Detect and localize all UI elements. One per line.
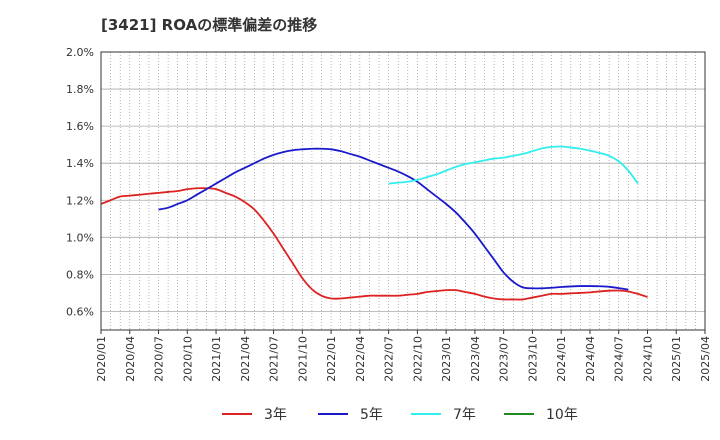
- x-tick-label: 2025/01: [670, 336, 683, 382]
- x-tick-label: 2020/07: [153, 336, 166, 382]
- x-axis: 2020/01 2020/04 2020/07 2020/10 2021/01 2021/…: [95, 330, 712, 382]
- plot-frame: [100, 51, 706, 331]
- y-tick-label: 0.6%: [66, 305, 94, 318]
- y-tick-label: 1.6%: [66, 120, 94, 133]
- x-tick-label: 2025/04: [699, 336, 712, 382]
- x-tick-label: 2021/07: [268, 336, 281, 382]
- x-tick-label: 2022/10: [411, 336, 424, 382]
- series-lines: [100, 145, 648, 301]
- chart-title: [3421] ROAの標準偏差の推移: [101, 16, 318, 34]
- x-tick-label: 2023/04: [469, 336, 482, 382]
- y-tick-label: 2.0%: [66, 46, 94, 59]
- grid-lines: [101, 51, 705, 330]
- legend-label-1: 5年: [360, 407, 383, 423]
- x-tick-label: 2022/04: [354, 336, 367, 382]
- series-line-2: [388, 145, 639, 185]
- series-line-0: [100, 187, 648, 301]
- x-tick-label: 2021/10: [296, 336, 309, 382]
- x-tick-label: 2024/10: [641, 336, 654, 382]
- y-tick-label: 0.8%: [66, 268, 94, 281]
- y-tick-label: 1.0%: [66, 231, 94, 244]
- legend: 3年 5年 7年 10年: [222, 407, 578, 423]
- plot-border: [100, 51, 706, 331]
- x-tick-label: 2021/01: [210, 336, 223, 382]
- x-tick-label: 2023/10: [526, 336, 539, 382]
- y-tick-label: 1.4%: [66, 157, 94, 170]
- x-tick-label: 2023/07: [498, 336, 511, 382]
- series-line-1: [158, 147, 629, 291]
- x-tick-label: 2024/01: [555, 336, 568, 382]
- x-tick-label: 2020/04: [124, 336, 137, 382]
- legend-label-2: 7年: [453, 407, 476, 423]
- x-tick-label: 2020/01: [95, 336, 108, 382]
- y-tick-label: 1.8%: [66, 83, 94, 96]
- y-tick-label: 1.2%: [66, 194, 94, 207]
- x-tick-label: 2021/04: [239, 336, 252, 382]
- y-axis: 0.6% 0.8% 1.0% 1.2% 1.4% 1.6% 1.8% 2.0%: [66, 46, 94, 318]
- x-tick-label: 2022/01: [325, 336, 338, 382]
- x-tick-label: 2024/04: [584, 336, 597, 382]
- legend-label-0: 3年: [264, 407, 287, 423]
- x-tick-label: 2020/10: [181, 336, 194, 382]
- x-tick-label: 2023/01: [440, 336, 453, 382]
- x-tick-label: 2024/07: [613, 336, 626, 382]
- x-tick-label: 2022/07: [383, 336, 396, 382]
- legend-label-3: 10年: [546, 407, 578, 423]
